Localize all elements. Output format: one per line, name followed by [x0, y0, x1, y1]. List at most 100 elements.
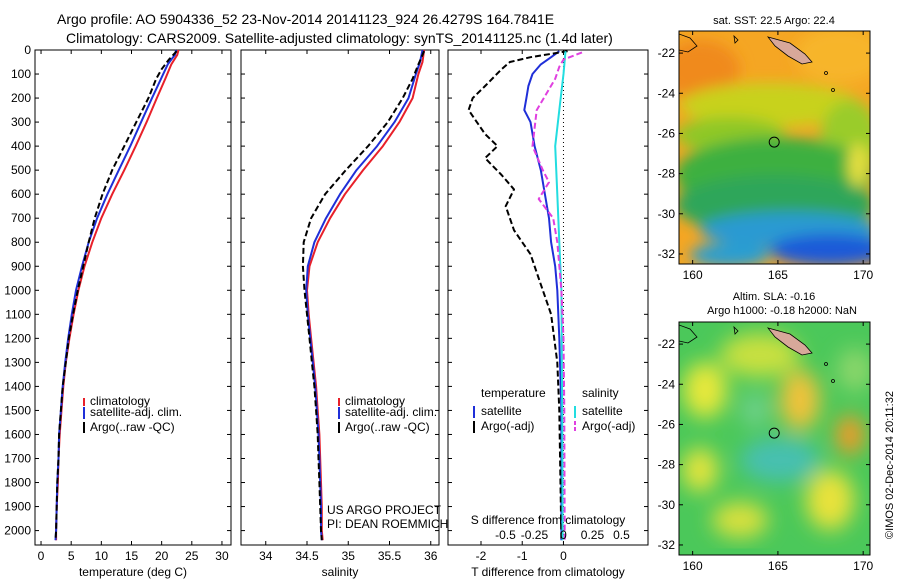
- series-line-argo-raw-qc: [54, 50, 178, 541]
- x-tick-label: 0: [560, 549, 567, 563]
- salinity-axes-box: [240, 49, 440, 546]
- temperature-ticks: 0 5 10 15 20 25 300100200300400500600700800900…: [4, 43, 231, 563]
- y-tick-label: 2000: [4, 524, 31, 538]
- map-y-tick-label: -30: [658, 498, 676, 512]
- y-tick-label: 100: [11, 67, 31, 81]
- y-tick-label: 500: [11, 163, 31, 177]
- legend-climatology-label: climatology: [345, 394, 405, 408]
- y-tick-label: 400: [11, 139, 31, 153]
- map-x-tick-label: 165: [768, 268, 788, 282]
- map-x-tick-label: 170: [853, 559, 873, 573]
- x-tick-label: 25: [185, 549, 199, 563]
- s-tick-label: 0.25: [581, 528, 605, 542]
- x-tick-label: 15: [125, 549, 139, 563]
- temperature-axes-box: [34, 49, 232, 546]
- legend-t-satellite-label: satellite: [481, 404, 522, 418]
- y-tick-label: 800: [11, 235, 31, 249]
- t-difference-xlabel: T difference from climatology: [471, 565, 625, 579]
- series-line-s-satellite: [554, 51, 567, 541]
- x-tick-label: 34: [259, 549, 273, 563]
- map-y-tick-label: -24: [658, 377, 676, 391]
- salinity-series: [301, 49, 426, 541]
- sla-map-subtitle: Argo h1000: -0.18 h2000: NaN: [707, 305, 857, 317]
- salinity-xlabel: salinity: [322, 565, 359, 579]
- header-line-2: Climatology: CARS2009. Satellite-adjuste…: [66, 30, 613, 46]
- y-tick-label: 200: [11, 91, 31, 105]
- y-tick-label: 1700: [4, 451, 31, 465]
- temperature-panel: 0 5 10 15 20 25 300100200300400500600700800900…: [4, 43, 232, 579]
- x-tick-label: 34.5: [295, 549, 319, 563]
- legend-s-satellite-label: satellite: [582, 404, 623, 418]
- s-tick-label: 0.5: [613, 528, 630, 542]
- y-tick-label: 1000: [4, 283, 31, 297]
- y-tick-label: 1500: [4, 403, 31, 417]
- y-tick-label: 1800: [4, 476, 31, 490]
- salinity-ticks: 34 34.5 35 35.5 36: [241, 49, 439, 563]
- legend-satellite-label: satellite-adj. clim.: [345, 405, 437, 419]
- y-tick-label: 0: [24, 43, 31, 57]
- sla-map-ticks: 160 165 170 -22 -24 -26 -28 -30 -32: [658, 322, 874, 573]
- x-tick-label: 36: [424, 549, 438, 563]
- map-y-tick-label: -24: [658, 86, 676, 100]
- sla-field: [679, 322, 870, 555]
- difference-series: [467, 50, 583, 541]
- y-tick-label: 1100: [5, 307, 31, 321]
- sst-map-frame: [678, 30, 871, 265]
- series-line-s-argo-adj: [531, 51, 583, 541]
- temperature-legend: climatology satellite-adj. clim. Argo(..…: [83, 394, 182, 434]
- x-tick-label: 35: [342, 549, 356, 563]
- x-tick-label: -1: [517, 549, 528, 563]
- map-y-tick-label: -22: [658, 46, 676, 60]
- sst-map: sat. SST: 22.5 Argo: 22.4: [658, 15, 874, 282]
- legend-argo-label: Argo(..raw -QC): [345, 420, 430, 434]
- difference-panel: -2 -1 0 temperature salinity satellite Arg…: [447, 49, 649, 579]
- s-difference-xlabel: S difference from climatology: [471, 513, 626, 527]
- x-tick-label: 20: [155, 549, 169, 563]
- temperature-xlabel: temperature (deg C): [79, 565, 187, 579]
- x-tick-label: 35.5: [378, 549, 402, 563]
- argo-position-marker: [768, 136, 780, 148]
- x-tick-label: 0: [38, 549, 45, 563]
- series-line-argo-raw-qc: [301, 50, 426, 541]
- map-y-tick-label: -30: [658, 207, 676, 221]
- y-tick-label: 600: [11, 187, 31, 201]
- temperature-series: [54, 49, 180, 541]
- project-line-2: PI: DEAN ROEMMICH: [327, 517, 448, 531]
- y-tick-label: 900: [11, 259, 31, 273]
- sla-map-frame: [678, 321, 871, 556]
- y-tick-label: 300: [11, 115, 31, 129]
- sst-map-title: sat. SST: 22.5 Argo: 22.4: [713, 15, 835, 27]
- s-tick-label: -0.25: [521, 528, 549, 542]
- map-x-tick-label: 170: [853, 268, 873, 282]
- salinity-difference-ticks: -0.5 -0.25 0 0.25 0.5: [495, 528, 630, 542]
- y-tick-label: 1300: [4, 355, 31, 369]
- salinity-panel: 34 34.5 35 35.5 36 climatology satellite-adj…: [240, 49, 448, 579]
- map-y-tick-label: -22: [658, 337, 676, 351]
- x-tick-label: 5: [68, 549, 75, 563]
- y-tick-label: 1900: [4, 500, 31, 514]
- map-x-tick-label: 165: [768, 559, 788, 573]
- map-x-tick-label: 160: [683, 268, 703, 282]
- argo-position-marker: [768, 427, 780, 439]
- legend-satellite-label: satellite-adj. clim.: [90, 405, 182, 419]
- map-y-tick-label: -32: [658, 247, 676, 261]
- map-y-tick-label: -26: [658, 417, 676, 431]
- y-tick-label: 1200: [4, 331, 31, 345]
- legend-temperature-title: temperature: [481, 386, 546, 400]
- x-tick-label: 10: [95, 549, 109, 563]
- map-y-tick-label: -32: [658, 538, 676, 552]
- header-line-1: Argo profile: AO 5904336_52 23-Nov-2014 …: [57, 11, 554, 27]
- series-line-t-argo-adj: [467, 50, 568, 541]
- legend-s-argo-label: Argo(-adj): [582, 419, 635, 433]
- map-y-tick-label: -28: [658, 458, 676, 472]
- difference-axes-box: [447, 49, 649, 546]
- y-tick-label: 700: [11, 211, 31, 225]
- legend-salinity-title: salinity: [582, 386, 619, 400]
- y-tick-label: 1600: [4, 427, 31, 441]
- sla-map-title: Altim. SLA: -0.16: [733, 291, 816, 303]
- salinity-legend: climatology satellite-adj. clim. Argo(..…: [338, 394, 437, 434]
- s-tick-label: 0: [560, 528, 567, 542]
- difference-legend: temperature salinity satellite Argo(-adj…: [473, 386, 635, 433]
- map-y-tick-label: -28: [658, 167, 676, 181]
